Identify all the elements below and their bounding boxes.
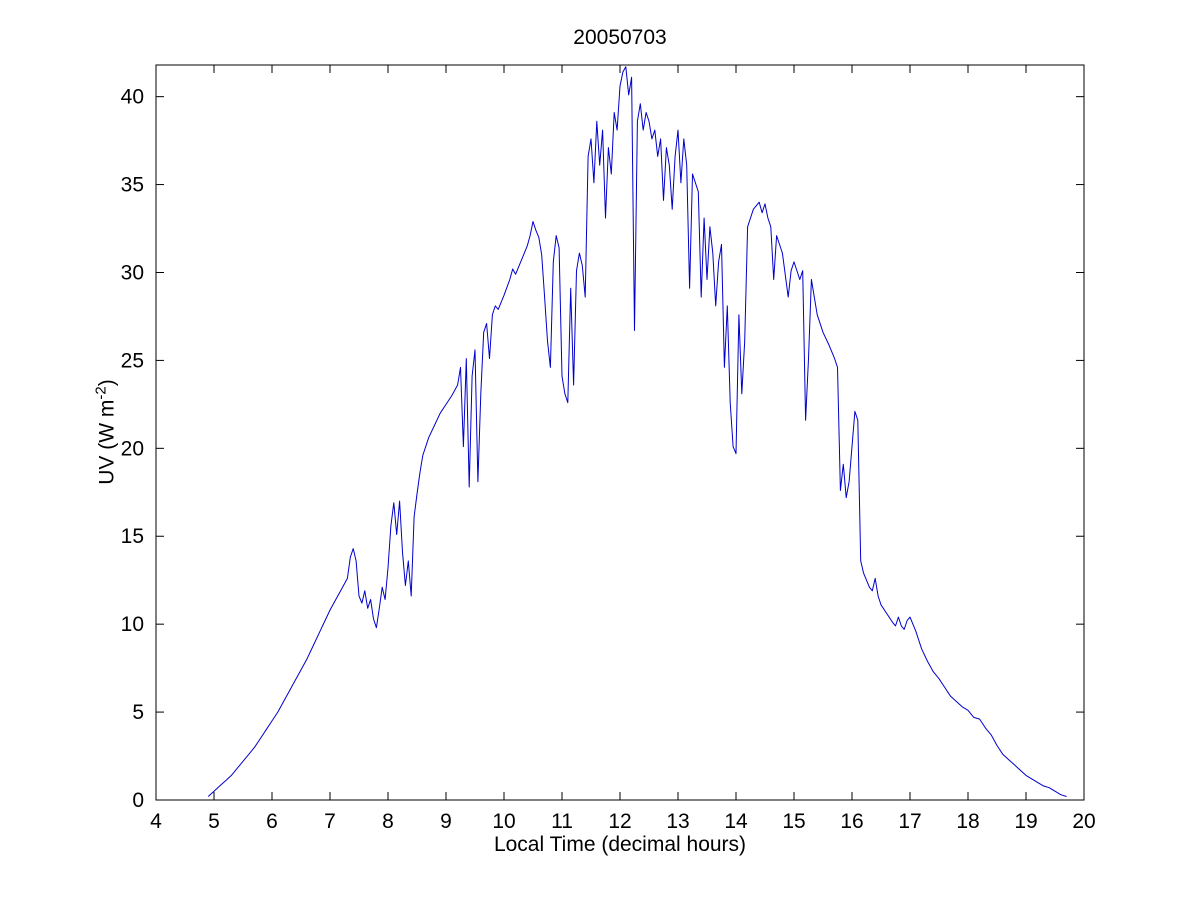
y-axis-label-superscript: -2 xyxy=(92,386,110,400)
axis-box xyxy=(155,64,1085,801)
y-tick-label: 20 xyxy=(121,437,144,460)
chart-title: 20050703 xyxy=(573,26,667,49)
x-tick-label: 10 xyxy=(492,810,515,833)
y-tick-label: 15 xyxy=(121,525,144,548)
x-tick-label: 18 xyxy=(956,810,979,833)
x-tick-label: 5 xyxy=(208,810,220,833)
x-tick-label: 20 xyxy=(1072,810,1095,833)
x-tick-label: 17 xyxy=(898,810,921,833)
y-axis-label-close: ) xyxy=(95,379,119,387)
y-axis-label-text: UV (W m xyxy=(95,399,119,485)
y-tick-label: 5 xyxy=(132,701,144,724)
x-tick-label: 6 xyxy=(266,810,278,833)
y-tick-label: 0 xyxy=(132,789,144,812)
y-tick-label: 30 xyxy=(121,261,144,284)
y-tick-label: 40 xyxy=(121,86,144,109)
x-axis-label: Local Time (decimal hours) xyxy=(493,833,747,856)
x-tick-label: 16 xyxy=(840,810,863,833)
uv-data-line xyxy=(207,66,1067,797)
x-tick-label: 8 xyxy=(382,810,394,833)
x-tick-label: 13 xyxy=(666,810,689,833)
x-tick-label: 12 xyxy=(608,810,631,833)
x-tick-label: 7 xyxy=(324,810,336,833)
y-tick-label: 25 xyxy=(121,349,144,372)
x-tick-label: 14 xyxy=(724,810,748,833)
x-tick-label: 19 xyxy=(1014,810,1037,833)
y-tick-label: 10 xyxy=(121,613,144,636)
x-tick-label: 4 xyxy=(150,810,162,833)
x-tick-label: 9 xyxy=(440,810,452,833)
x-tick-label: 11 xyxy=(551,810,573,833)
y-tick-label: 35 xyxy=(121,174,144,197)
x-tick-label: 15 xyxy=(782,810,805,833)
